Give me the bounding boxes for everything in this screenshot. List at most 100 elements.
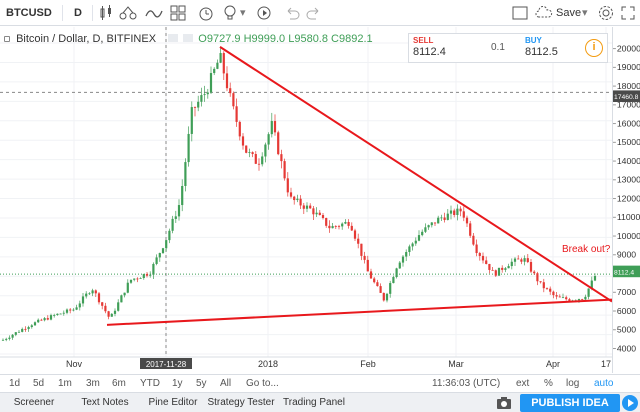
candle-body — [414, 240, 417, 244]
fullscreen-icon[interactable] — [618, 3, 638, 23]
save-button[interactable]: Save — [556, 7, 582, 19]
breakout-annotation[interactable]: Break out? — [562, 244, 611, 255]
candle-body — [17, 331, 21, 333]
range-1d-button[interactable]: 1d — [9, 378, 21, 389]
candle-body — [133, 278, 136, 280]
chevron-down-icon[interactable]: ▾ — [582, 7, 588, 19]
candle-body — [456, 208, 459, 215]
cloud-save-icon[interactable] — [534, 3, 554, 23]
crosshair-date-label: 2017-11-28 — [146, 360, 187, 369]
templates-icon[interactable] — [168, 3, 188, 23]
candle-body — [555, 295, 558, 297]
candle-body — [129, 279, 133, 283]
layout-icon[interactable] — [510, 3, 530, 23]
candle-body — [318, 212, 321, 216]
chevron-down-icon[interactable]: ▾ — [240, 7, 246, 19]
candle-body — [232, 93, 235, 107]
price-tick-label: 9000 — [617, 250, 636, 260]
candle-body — [171, 218, 174, 231]
candle-body — [485, 260, 488, 264]
buy-button[interactable]: BUY 8112.5 — [525, 36, 579, 62]
price-axis[interactable]: 20000 19000 18000 17000 16000 15000 14000 13000… — [612, 27, 640, 373]
candle-body — [21, 328, 24, 332]
range-ytd-button[interactable]: YTD — [140, 378, 160, 389]
interval-selector[interactable]: D — [74, 7, 82, 19]
price-chart[interactable]: Break out? Nov 2017-11-28 2018 Feb Mar Apr 17 — [0, 27, 612, 373]
indicators-icon[interactable] — [144, 3, 164, 23]
compare-icon[interactable] — [118, 3, 138, 23]
range-3m-button[interactable]: 3m — [86, 378, 100, 389]
tab-trading-panel[interactable]: Trading Panel — [283, 397, 345, 408]
tab-strategy-tester[interactable]: Strategy Tester — [207, 397, 275, 408]
play-icon[interactable] — [622, 395, 638, 411]
candle-body — [437, 217, 440, 224]
sell-button[interactable]: SELL 8112.4 — [413, 36, 485, 62]
ideas-bulb-icon[interactable] — [220, 3, 240, 23]
crosshair-price-badge — [613, 90, 640, 102]
candle-body — [321, 215, 325, 218]
ascending-support-line[interactable] — [106, 298, 612, 326]
eye-icon[interactable] — [168, 34, 179, 42]
high-value: H9999.0 — [243, 33, 286, 45]
chart-grid — [0, 27, 612, 357]
candle-body — [465, 217, 469, 224]
candle-body — [488, 263, 491, 270]
candle-body — [245, 145, 248, 153]
candle-body — [517, 258, 520, 260]
settings-icon[interactable] — [183, 34, 194, 42]
candle-body — [395, 268, 398, 278]
candle-body — [27, 327, 30, 330]
range-goto-button[interactable]: Go to... — [246, 378, 279, 389]
candle-body — [251, 152, 254, 155]
price-tick-label: 14000 — [617, 156, 640, 166]
undo-icon[interactable] — [282, 3, 302, 23]
range-5d-button[interactable]: 5d — [33, 378, 45, 389]
gear-icon[interactable] — [596, 3, 616, 23]
candle-body — [433, 222, 437, 224]
candle-body — [197, 101, 200, 108]
range-6m-button[interactable]: 6m — [112, 378, 126, 389]
sell-price: 8112.4 — [413, 46, 446, 58]
utc-clock[interactable]: 11:36:03 (UTC) — [432, 378, 501, 389]
tab-text-notes[interactable]: Text Notes — [81, 397, 129, 408]
info-icon[interactable]: i — [585, 39, 603, 57]
candle-body — [126, 282, 129, 293]
open-value: O9727.9 — [198, 33, 241, 45]
candle-body — [257, 163, 261, 165]
symbol-search[interactable]: BTCUSD — [6, 7, 52, 19]
tab-screener[interactable]: Screener — [13, 397, 55, 408]
range-all-button[interactable]: All — [220, 378, 232, 389]
range-1y-button[interactable]: 1y — [172, 378, 183, 389]
ext-toggle[interactable]: ext — [516, 378, 530, 389]
candle-body — [331, 226, 334, 229]
candle-body — [213, 68, 216, 74]
candle-style-icon[interactable] — [96, 3, 116, 23]
candle-body — [590, 280, 593, 289]
replay-icon[interactable] — [254, 3, 274, 23]
alert-clock-icon[interactable] — [196, 3, 216, 23]
candlestick-series — [1, 47, 597, 342]
candle-body — [65, 309, 69, 313]
candle-body — [385, 293, 389, 301]
candle-body — [341, 223, 344, 227]
collapse-icon[interactable] — [4, 36, 10, 42]
camera-icon[interactable] — [496, 396, 512, 410]
redo-icon[interactable] — [304, 3, 324, 23]
candle-body — [216, 62, 219, 69]
descending-trendline[interactable] — [219, 46, 612, 303]
range-1m-button[interactable]: 1m — [58, 378, 72, 389]
candle-body — [446, 213, 449, 220]
candle-body — [523, 258, 526, 262]
candle-body — [267, 134, 270, 145]
drawings: Break out? — [106, 46, 612, 326]
candle-body — [14, 332, 17, 335]
range-5y-button[interactable]: 5y — [196, 378, 207, 389]
tab-pine-editor[interactable]: Pine Editor — [148, 397, 198, 408]
percent-toggle[interactable]: % — [544, 378, 553, 389]
last-price-badge — [613, 265, 640, 278]
publish-idea-button[interactable]: PUBLISH IDEA — [520, 394, 620, 412]
auto-toggle[interactable]: auto — [594, 378, 614, 389]
candle-body — [440, 217, 443, 219]
log-toggle[interactable]: log — [566, 378, 580, 389]
candle-body — [219, 53, 222, 63]
